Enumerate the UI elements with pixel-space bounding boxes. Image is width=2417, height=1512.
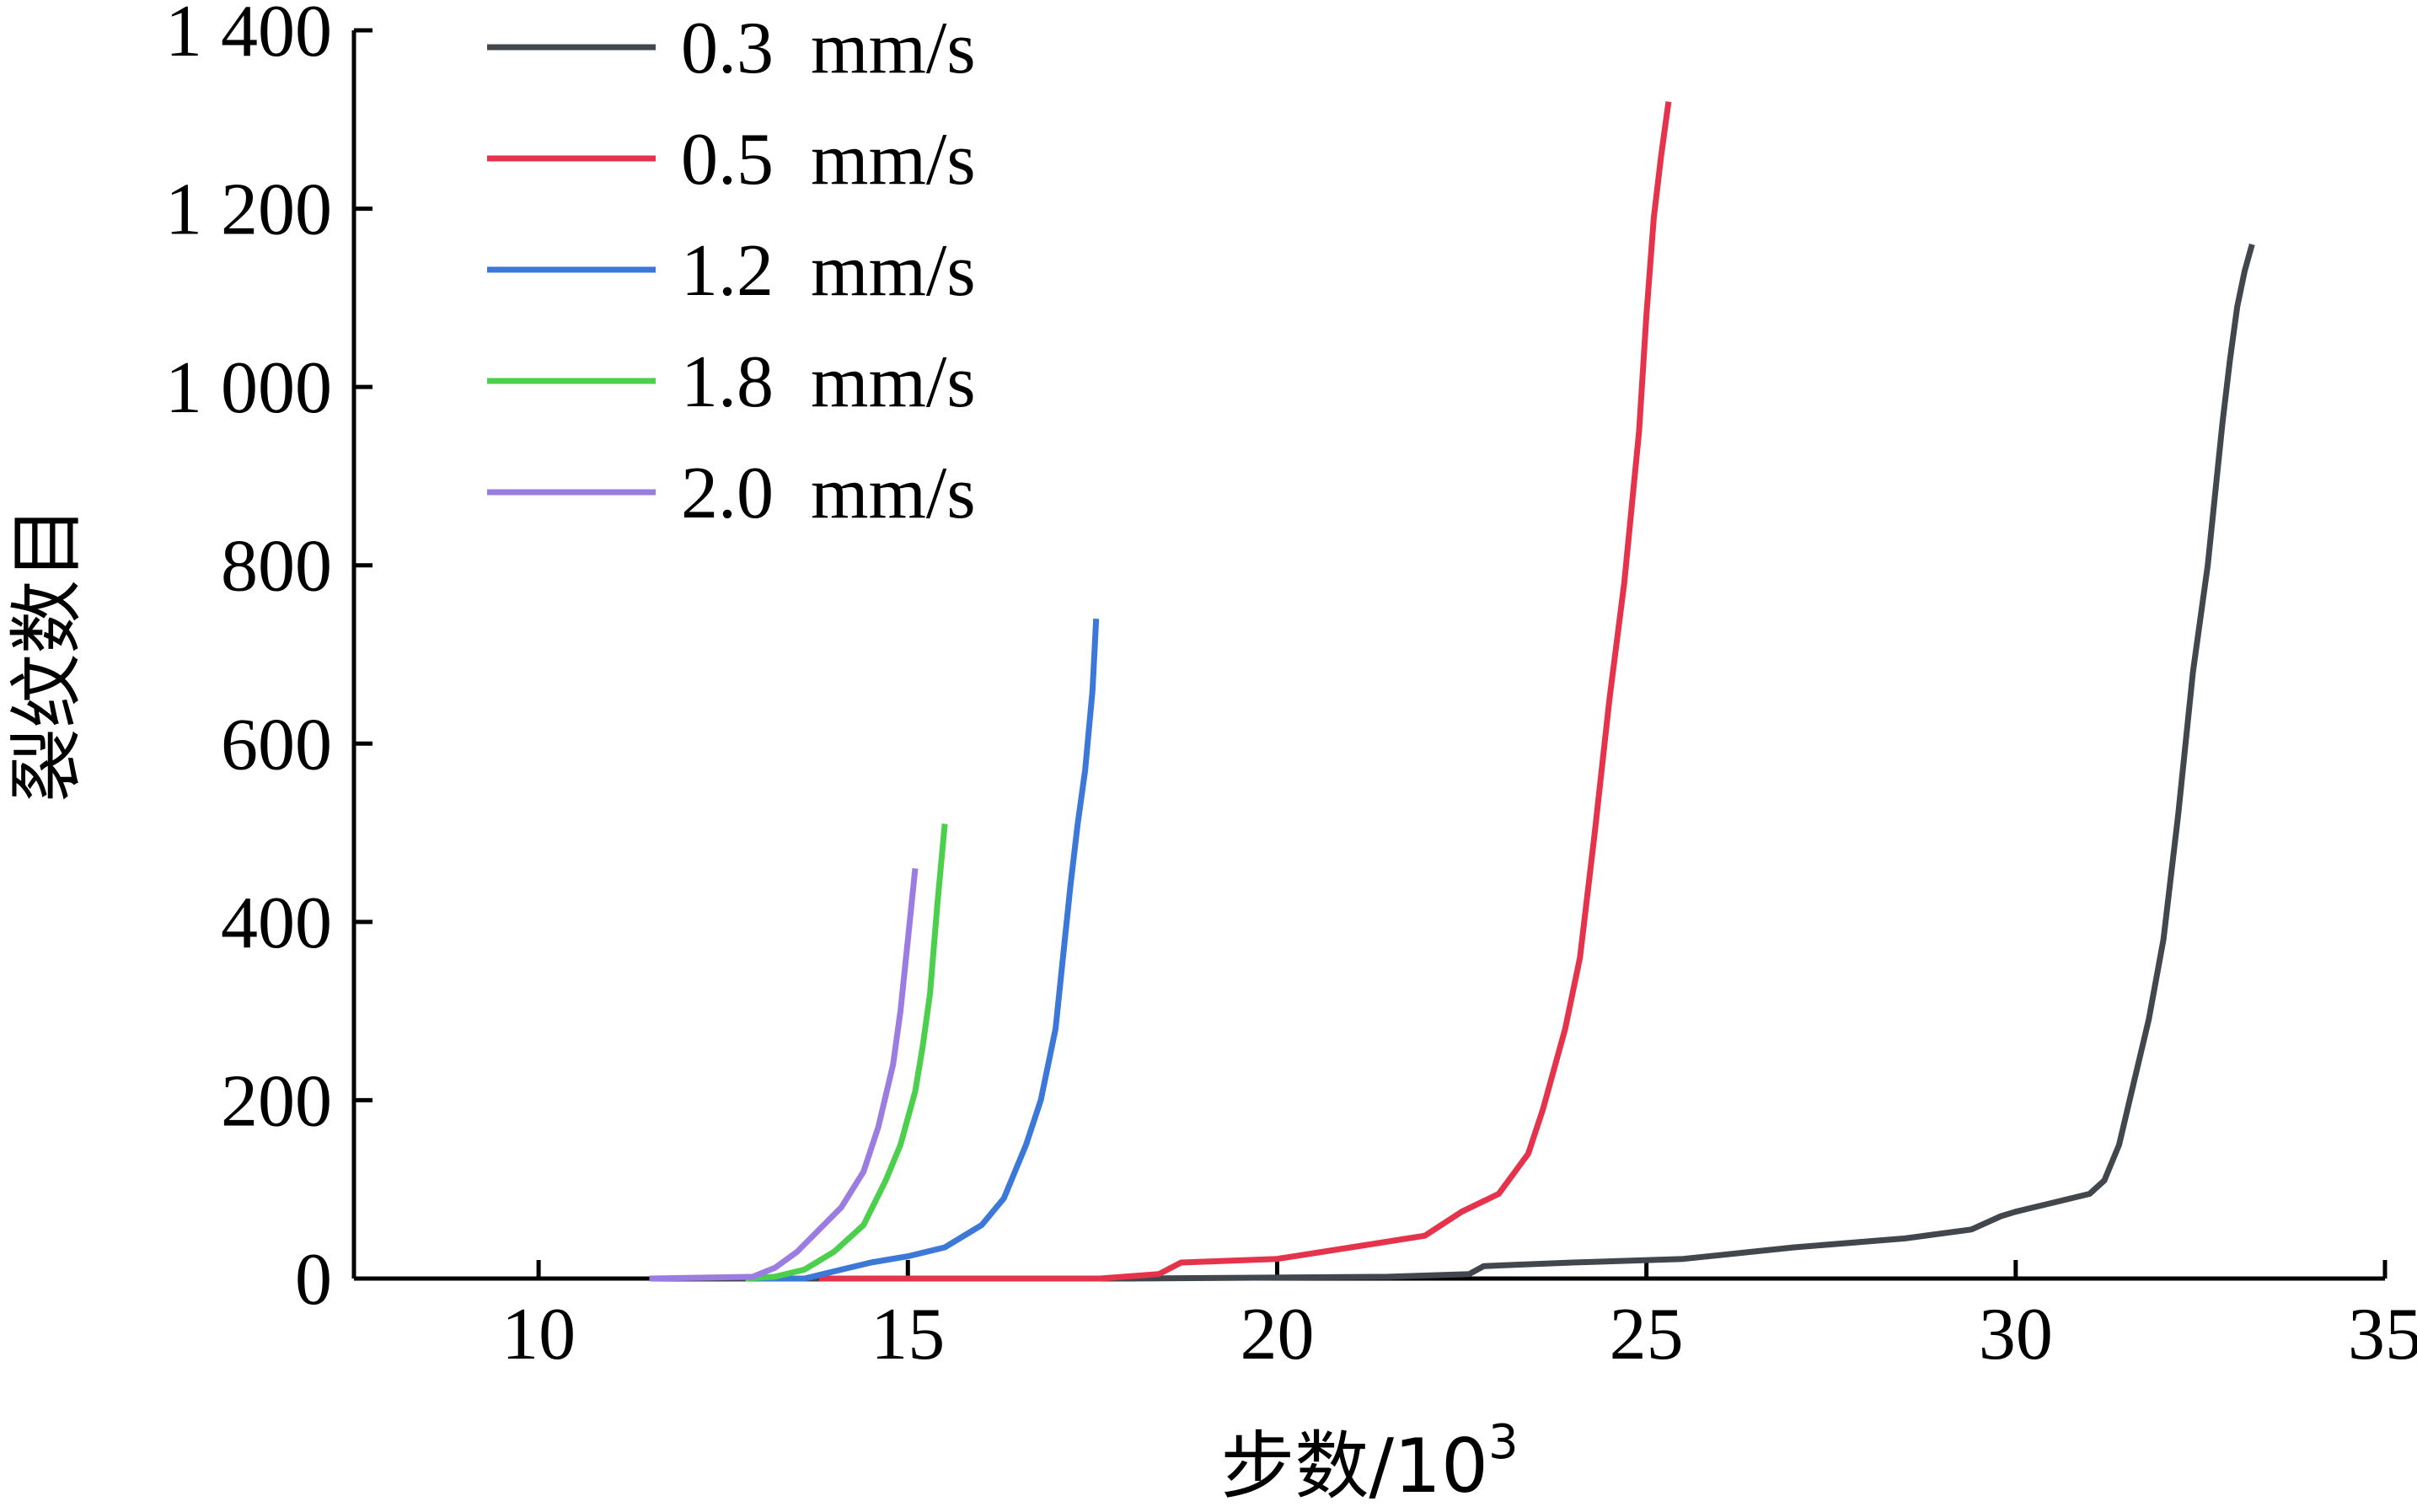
series-line-0 <box>649 243 2255 1282</box>
y-tick-label: 1 000 <box>165 347 332 429</box>
legend: 0.3 mm/s 0.5 mm/s 1.2 mm/s 1.8 mm/s 2.0 mm/s <box>487 8 976 534</box>
y-tick-label: 400 <box>221 882 332 964</box>
x-tick-label: 20 <box>1240 1294 1314 1375</box>
y-tick-label: 800 <box>221 526 332 608</box>
ticks: 10 15 20 25 30 35 0 200 400 600 800 1 000 1 200 1 400 <box>165 0 2417 1375</box>
x-tick-label: 30 <box>1979 1294 2053 1375</box>
legend-label: 0.3 mm/s <box>681 8 976 89</box>
y-tick-label: 1 200 <box>165 169 332 251</box>
series-line-1 <box>819 101 1672 1282</box>
legend-label: 1.8 mm/s <box>681 341 976 423</box>
axes <box>351 30 2385 1281</box>
y-tick-label: 600 <box>221 704 332 785</box>
x-tick-label: 10 <box>501 1294 576 1375</box>
x-axis-title-superscript: 3 <box>1488 1415 1519 1470</box>
series-line-4 <box>649 868 919 1282</box>
y-tick-label: 0 <box>295 1239 332 1321</box>
x-axis-title: 步数/103 <box>1220 1415 1518 1509</box>
y-tick-label: 1 400 <box>165 0 332 72</box>
series-lines <box>649 101 2255 1282</box>
x-axis-title-main: 步数/10 <box>1220 1423 1488 1509</box>
y-tick-label: 200 <box>221 1060 332 1142</box>
y-axis-title: 裂纹数目 <box>3 506 90 802</box>
legend-label: 1.2 mm/s <box>681 230 976 312</box>
series-line-2 <box>745 619 1100 1282</box>
legend-label: 2.0 mm/s <box>681 453 976 534</box>
legend-label: 0.5 mm/s <box>681 119 976 201</box>
x-tick-label: 35 <box>2348 1294 2417 1375</box>
series-line-3 <box>745 823 948 1282</box>
x-tick-label: 15 <box>871 1294 945 1375</box>
x-tick-label: 25 <box>1610 1294 1684 1375</box>
